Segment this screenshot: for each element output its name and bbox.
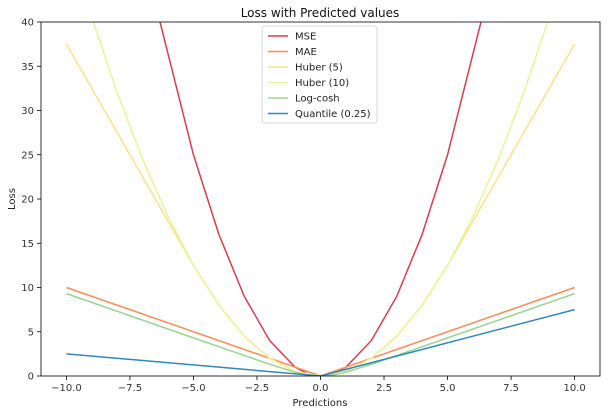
x-tick-label: −7.5 bbox=[118, 383, 142, 394]
y-tick-label: 30 bbox=[21, 106, 34, 117]
series-line-0 bbox=[159, 22, 482, 376]
legend: MSE MAE Huber (5) Huber (10) Log-cosh Quantil… bbox=[261, 25, 378, 124]
x-tick-label: 0.0 bbox=[313, 383, 329, 394]
legend-label-0: MSE bbox=[295, 32, 316, 43]
y-tick-label: 35 bbox=[21, 62, 34, 73]
legend-label-4: Log-cosh bbox=[295, 94, 340, 105]
x-tick-label: 7.5 bbox=[503, 383, 519, 394]
x-tick-label: 2.5 bbox=[376, 383, 392, 394]
x-tick-label: −5.0 bbox=[181, 383, 205, 394]
y-tick-label: 20 bbox=[21, 195, 34, 206]
y-tick-label: 40 bbox=[21, 18, 34, 29]
legend-label-5: Quantile (0.25) bbox=[295, 109, 371, 120]
y-axis: 0 5 10 15 20 25 30 35 40 bbox=[21, 18, 41, 383]
legend-label-3: Huber (10) bbox=[295, 78, 349, 89]
legend-box bbox=[261, 25, 378, 124]
x-axis-label: Predictions bbox=[293, 398, 348, 409]
series-line-5 bbox=[66, 308, 575, 376]
series-line-1 bbox=[66, 286, 575, 376]
y-tick-label: 25 bbox=[21, 150, 34, 161]
y-tick-label: 0 bbox=[28, 372, 34, 383]
y-axis-label: Loss bbox=[7, 188, 18, 210]
y-tick-label: 15 bbox=[21, 239, 34, 250]
chart-title: Loss with Predicted values bbox=[241, 6, 400, 20]
legend-label-2: Huber (5) bbox=[295, 63, 343, 74]
series-layer bbox=[65, 22, 576, 376]
series-line-4 bbox=[66, 292, 575, 376]
x-tick-label: 5.0 bbox=[440, 383, 456, 394]
series-line-3 bbox=[92, 22, 549, 376]
x-tick-label: 10.0 bbox=[563, 383, 585, 394]
y-tick-label: 10 bbox=[21, 283, 34, 294]
legend-label-1: MAE bbox=[295, 47, 317, 58]
x-tick-label: −10.0 bbox=[51, 383, 82, 394]
x-axis: −10.0 −7.5 −5.0 −2.5 0.0 2.5 5.0 7.5 10.0 bbox=[51, 376, 586, 394]
x-tick-label: −2.5 bbox=[245, 383, 269, 394]
y-tick-label: 5 bbox=[28, 327, 34, 338]
